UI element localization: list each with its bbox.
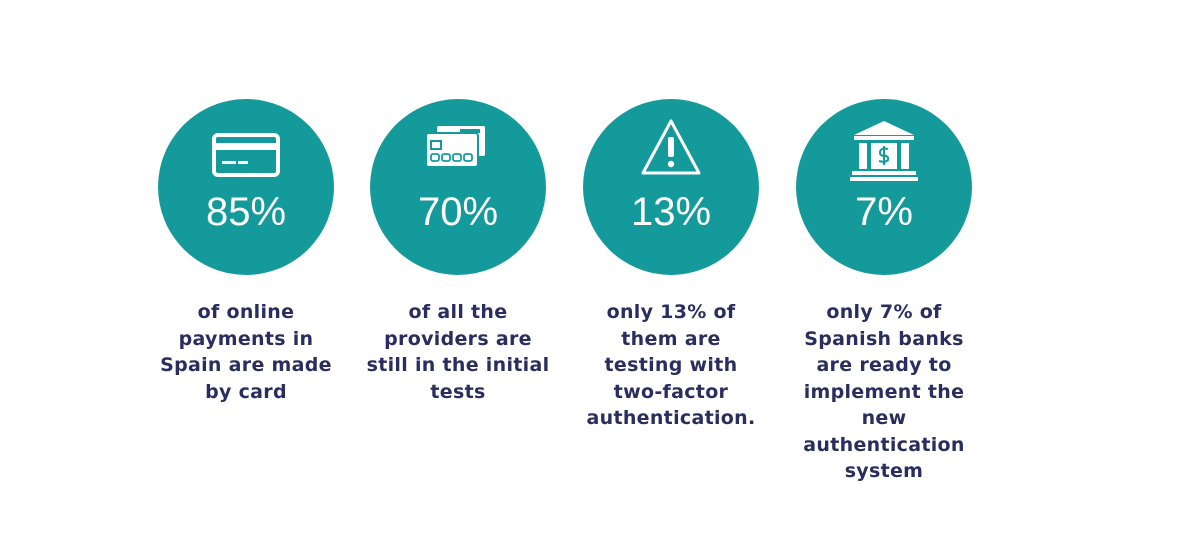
icon xyxy=(850,121,918,181)
stat-value: 13% xyxy=(631,190,711,234)
stat-description: only 13% of them are testing with two-facto… xyxy=(551,299,791,432)
description-line: payments in xyxy=(178,327,314,350)
description-line: testing with xyxy=(604,354,738,376)
stat-card: 85% of online payments in Spain are made by … xyxy=(126,97,366,405)
description-line: two-factor xyxy=(613,380,729,403)
description-line: Spain are made xyxy=(160,354,332,376)
circle xyxy=(158,99,334,275)
stat-circle: 7% xyxy=(796,99,972,275)
stat-circle: 85% xyxy=(158,99,334,275)
description-line: still in the initial xyxy=(366,354,550,376)
circle xyxy=(583,99,759,275)
stat-value: 7% xyxy=(855,190,913,234)
stat-circle: 13% xyxy=(583,99,759,275)
stat-value: 70% xyxy=(418,190,498,234)
stat-value: 85% xyxy=(206,190,286,234)
stat-card: 13% only 13% of them are testing with two-fa… xyxy=(551,97,791,432)
circle xyxy=(796,99,972,275)
stat-description: of online payments in Spain are made by car… xyxy=(126,299,366,405)
description-line: Spanish banks xyxy=(804,327,964,350)
description-line: authentication xyxy=(803,433,965,456)
description-line: tests xyxy=(430,380,486,403)
description-line: by card xyxy=(205,380,287,403)
description-line: of online xyxy=(197,301,295,323)
icon xyxy=(641,119,701,175)
description-line: authentication. xyxy=(586,407,756,429)
stat-description: of all the providers are still in the init… xyxy=(338,299,578,405)
icon xyxy=(212,133,280,177)
description-line: only 13% of xyxy=(606,301,736,323)
stat-circle: 70% xyxy=(370,99,546,275)
description-line: of all the xyxy=(408,301,508,323)
stat-card: 70% of all the providers are still in the i… xyxy=(338,97,578,405)
description-line: only 7% of xyxy=(826,301,942,323)
stat-card: 7% only 7% of Spanish banks are ready to imp… xyxy=(764,97,1004,485)
description-line: providers are xyxy=(384,327,532,350)
icon xyxy=(425,124,487,168)
stat-description: only 7% of Spanish banks are ready to imple… xyxy=(764,299,1004,485)
description-line: are ready to xyxy=(816,354,952,376)
description-line: implement the xyxy=(803,380,965,403)
description-line: new xyxy=(861,407,907,429)
description-line: them are xyxy=(621,327,721,350)
circle xyxy=(370,99,546,275)
description-line: system xyxy=(844,460,924,482)
